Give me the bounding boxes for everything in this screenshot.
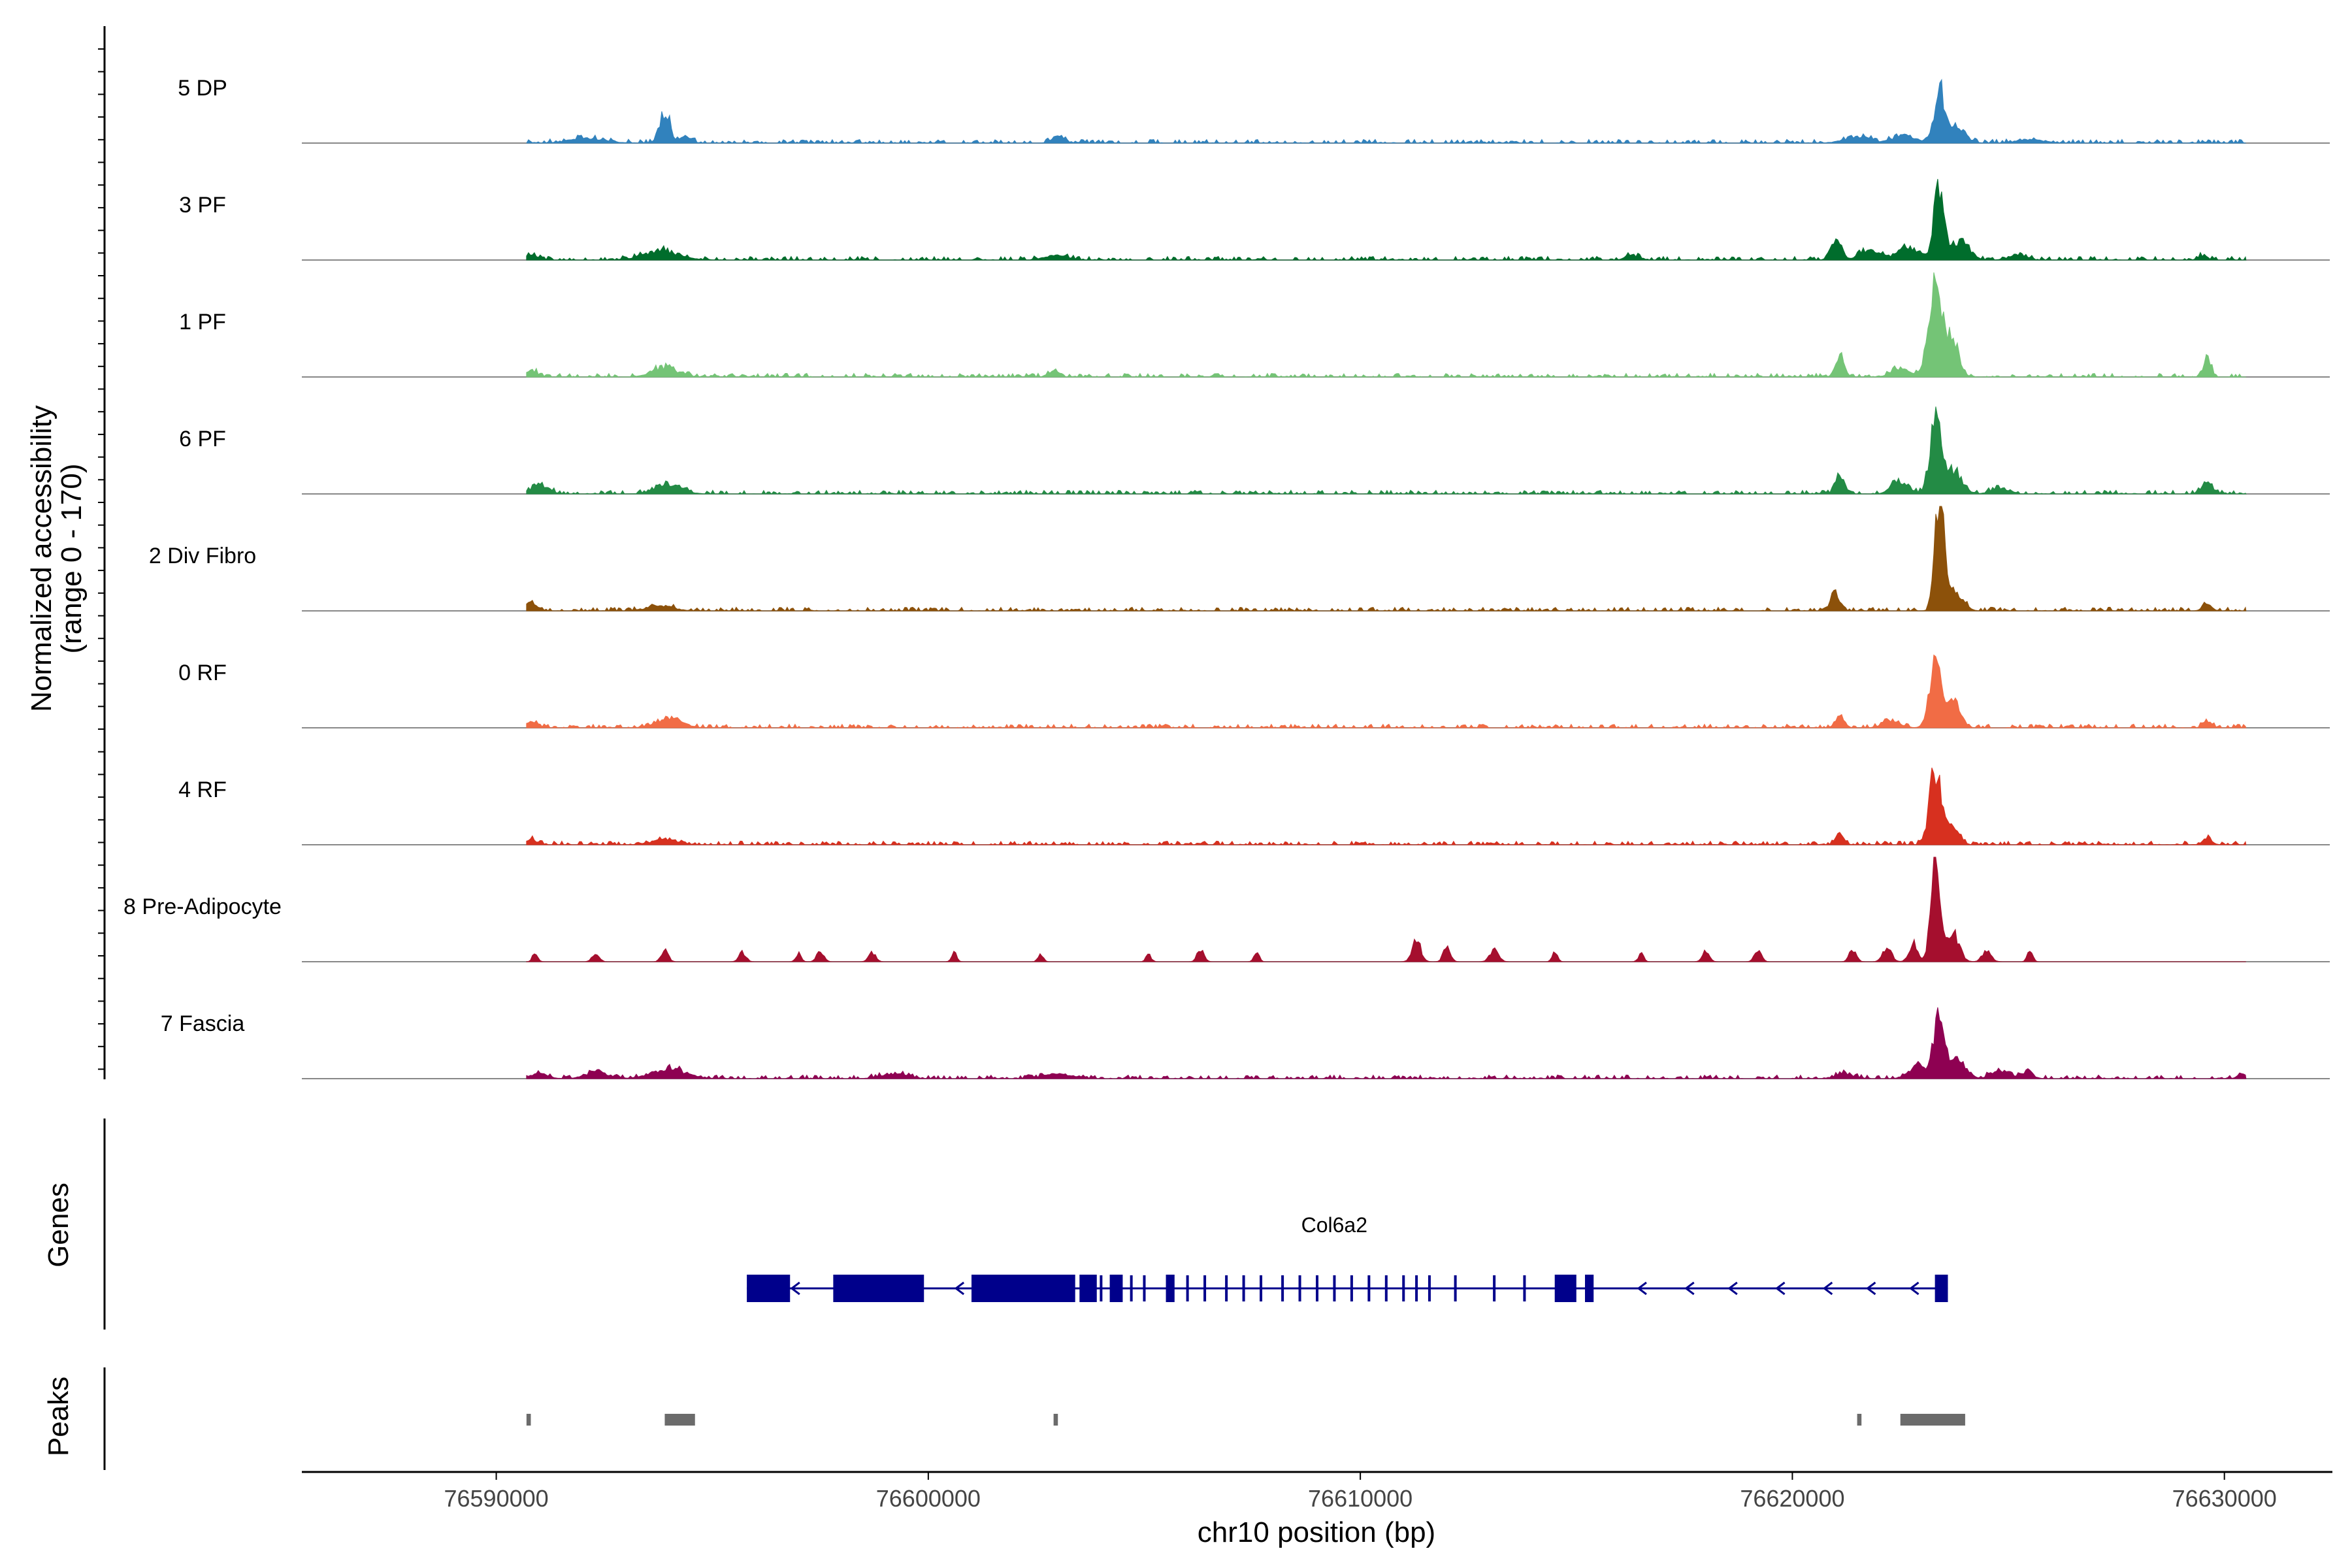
- gene-exon-small: [1225, 1275, 1228, 1301]
- track-2-div-fibro: 2 Div Fibro: [149, 506, 2330, 612]
- x-axis-title: chr10 position (bp): [1198, 1516, 1435, 1548]
- gene-exon-small: [1130, 1275, 1133, 1301]
- track-label: 2 Div Fibro: [149, 544, 256, 568]
- gene-exon-small: [1350, 1275, 1353, 1301]
- coverage-area: [526, 406, 2247, 495]
- x-tick-label: 76620000: [1740, 1485, 1844, 1512]
- peak-region: [1857, 1414, 1862, 1426]
- track-5-dp: 5 DP: [178, 76, 2330, 144]
- gene-exon: [971, 1275, 1075, 1302]
- peak-region: [664, 1414, 695, 1426]
- x-tick-label: 76600000: [876, 1485, 981, 1512]
- track-7-fascia: 7 Fascia: [161, 1007, 2330, 1080]
- gene-exon: [747, 1275, 791, 1302]
- track-label: 3 PF: [179, 193, 226, 218]
- gene-strand-arrow: [1684, 1281, 1695, 1296]
- track-label: 1 PF: [179, 310, 226, 335]
- coverage-tracks: 5 DP 3 PF 1 PF 6 PF 2 Div Fibro 0 RF 4 RF 8 Pre…: [123, 76, 2330, 1080]
- gene-exon-small: [1316, 1275, 1318, 1301]
- y-axis: Normalized accessibility (range 0 - 170): [25, 26, 106, 1079]
- gene-exon-small: [1203, 1275, 1207, 1301]
- genes-track-title: Genes: [42, 1183, 74, 1267]
- gene-strand-arrow: [1822, 1281, 1833, 1296]
- y-axis-title-line1: Normalized accessibility: [25, 405, 57, 711]
- track-label: 6 PF: [179, 427, 226, 451]
- peaks-track: Peaks: [42, 1367, 1965, 1470]
- track-label: 0 RF: [178, 661, 227, 685]
- peaks-track-title: Peaks: [42, 1377, 74, 1456]
- gene-exon: [1584, 1275, 1594, 1302]
- peak-region: [1900, 1414, 1965, 1426]
- x-tick-label: 76630000: [2172, 1485, 2277, 1512]
- coverage-area: [526, 767, 2247, 846]
- coverage-area: [526, 654, 2247, 729]
- gene-exon-small: [1384, 1275, 1388, 1301]
- track-label: 8 Pre-Adipocyte: [123, 894, 282, 919]
- peak-region: [526, 1414, 531, 1426]
- gene-exon-small: [1428, 1275, 1431, 1301]
- gene-strand-arrow: [790, 1281, 800, 1296]
- gene-strand-arrow: [1909, 1281, 1919, 1296]
- track-label: 7 Fascia: [161, 1011, 245, 1036]
- coverage-area: [526, 1007, 2247, 1080]
- track-label: 5 DP: [178, 76, 227, 101]
- x-tick-label: 76610000: [1308, 1485, 1413, 1512]
- gene-strand-arrow: [1775, 1281, 1786, 1296]
- gene-exon-small: [1143, 1275, 1146, 1301]
- track-3-pf: 3 PF: [179, 178, 2330, 261]
- track-8-pre-adipocyte: 8 Pre-Adipocyte: [123, 857, 2330, 962]
- y-axis-title-line2: (range 0 - 170): [56, 463, 88, 653]
- coverage-area: [526, 78, 2246, 144]
- gene-annotation-track: Genes Col6a2: [42, 1119, 1948, 1330]
- gene-exon: [1109, 1275, 1123, 1302]
- gene-exon: [1079, 1275, 1097, 1302]
- coverage-area: [526, 272, 2246, 378]
- coverage-area: [526, 857, 2246, 962]
- gene-name-label: Col6a2: [1301, 1213, 1367, 1237]
- gene-exon-small: [1242, 1275, 1245, 1301]
- track-label: 4 RF: [178, 777, 227, 802]
- gene-exon: [1935, 1275, 1948, 1302]
- gene-exon-small: [1298, 1275, 1301, 1301]
- gene-exon-small: [1281, 1275, 1284, 1301]
- gene-strand-arrow: [1727, 1281, 1738, 1296]
- gene-strand-arrow: [1865, 1281, 1876, 1296]
- x-axis: chr10 position (bp) 76590000 76600000 7661…: [302, 1471, 2332, 1548]
- track-1-pf: 1 PF: [179, 272, 2330, 378]
- gene-exon: [1166, 1275, 1175, 1302]
- gene-exon-small: [1260, 1275, 1263, 1301]
- coverage-area: [526, 178, 2247, 261]
- gene-exon-small: [1333, 1275, 1336, 1301]
- gene-exon-small: [1186, 1275, 1189, 1301]
- gene-exon-small: [1415, 1275, 1418, 1301]
- gene-strand-arrow: [954, 1281, 965, 1296]
- peak-region: [1053, 1414, 1058, 1426]
- gene-exon-small: [1493, 1275, 1496, 1301]
- gene-exon-small: [1367, 1275, 1371, 1301]
- coverage-area: [526, 506, 2247, 612]
- track-4-rf: 4 RF: [178, 767, 2330, 846]
- gene-strand-arrow: [1637, 1281, 1647, 1296]
- gene-exon-small: [1402, 1275, 1405, 1301]
- x-tick-label: 76590000: [444, 1485, 548, 1512]
- track-6-pf: 6 PF: [179, 406, 2330, 495]
- gene-exon-small: [1100, 1275, 1103, 1301]
- gene-exon: [833, 1275, 924, 1302]
- gene-exon-small: [1454, 1275, 1457, 1301]
- track-0-rf: 0 RF: [178, 654, 2330, 729]
- gene-exon-small: [1523, 1275, 1526, 1301]
- gene-exon: [1554, 1275, 1576, 1302]
